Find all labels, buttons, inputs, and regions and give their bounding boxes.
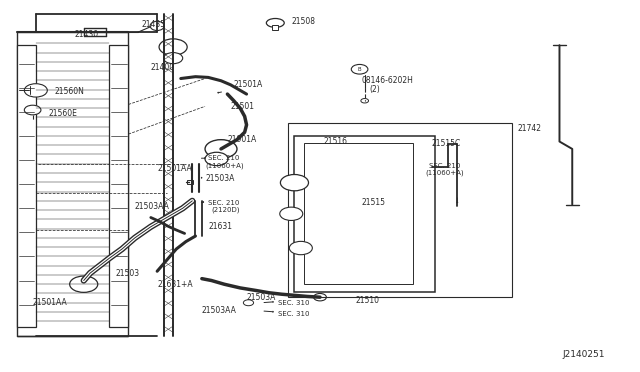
Ellipse shape <box>266 19 284 28</box>
Text: (11060+A): (11060+A) <box>426 170 464 176</box>
Bar <box>186 180 193 184</box>
Circle shape <box>205 152 228 166</box>
Bar <box>272 25 278 30</box>
Circle shape <box>280 174 308 191</box>
Text: SEC. 210: SEC. 210 <box>208 200 239 206</box>
Text: 21510: 21510 <box>355 296 379 305</box>
Text: 21501AA: 21501AA <box>33 298 67 307</box>
Bar <box>288 123 511 297</box>
Circle shape <box>24 105 41 115</box>
Bar <box>109 45 129 327</box>
Text: B: B <box>358 67 362 72</box>
Circle shape <box>280 207 303 221</box>
Text: 08146-6202H: 08146-6202H <box>362 76 413 85</box>
Text: SEC. 310: SEC. 310 <box>278 311 310 317</box>
Bar <box>294 136 435 292</box>
Text: 21501: 21501 <box>230 102 255 111</box>
Text: 21515: 21515 <box>362 198 385 207</box>
Bar <box>17 45 36 327</box>
Circle shape <box>205 140 237 158</box>
Text: 21503: 21503 <box>116 269 140 278</box>
Text: 21742: 21742 <box>518 124 542 133</box>
Text: 21515C: 21515C <box>432 139 461 148</box>
Circle shape <box>164 52 182 64</box>
Text: (2120D): (2120D) <box>211 207 240 213</box>
Circle shape <box>24 84 47 97</box>
Text: 21516: 21516 <box>323 137 347 146</box>
Text: 21503A: 21503A <box>246 293 276 302</box>
Text: 21400: 21400 <box>151 63 175 72</box>
Bar <box>17 32 129 336</box>
Circle shape <box>70 276 98 292</box>
Text: J2140251: J2140251 <box>563 350 605 359</box>
Text: 21503A: 21503A <box>205 174 234 183</box>
Text: SEC. 210: SEC. 210 <box>429 163 460 169</box>
Text: 21503AA: 21503AA <box>135 202 170 211</box>
Text: (11060+A): (11060+A) <box>205 162 244 169</box>
Circle shape <box>243 300 253 306</box>
Circle shape <box>351 64 368 74</box>
Text: 21501A: 21501A <box>234 80 263 89</box>
Text: 21631: 21631 <box>208 222 232 231</box>
Circle shape <box>314 294 326 301</box>
Text: 21508: 21508 <box>291 17 316 26</box>
Text: SEC. 210: SEC. 210 <box>208 155 239 161</box>
Text: 21501AA: 21501AA <box>157 164 192 173</box>
Ellipse shape <box>150 21 164 31</box>
Text: 21503AA: 21503AA <box>202 306 237 315</box>
Bar <box>304 143 413 284</box>
Circle shape <box>159 39 187 55</box>
Text: (2): (2) <box>369 85 380 94</box>
Text: 21631+A: 21631+A <box>157 280 193 289</box>
Text: 21435: 21435 <box>141 20 165 29</box>
Circle shape <box>289 241 312 255</box>
Text: 21560N: 21560N <box>55 87 85 96</box>
Text: 21430: 21430 <box>74 29 99 39</box>
Circle shape <box>361 99 369 103</box>
Text: SEC. 310: SEC. 310 <box>278 300 310 306</box>
Text: 21560E: 21560E <box>49 109 77 118</box>
Text: 21901A: 21901A <box>227 135 257 144</box>
